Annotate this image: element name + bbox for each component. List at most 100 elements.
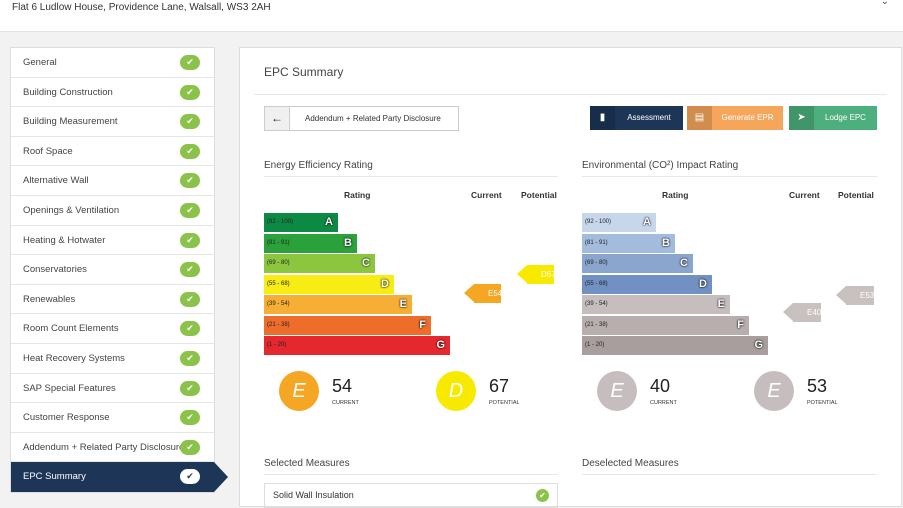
- lodge-epc-button[interactable]: ➤ Lodge EPC: [789, 106, 877, 130]
- top-bar: Flat 6 Ludlow House, Providence Lane, Wa…: [0, 0, 903, 32]
- sidebar-item-general[interactable]: General ✔: [11, 48, 214, 78]
- check-icon: ✔: [180, 114, 200, 130]
- check-icon: ✔: [180, 439, 200, 455]
- divider: [264, 176, 558, 177]
- environmental-band-a: (92 - 100) A: [582, 213, 656, 232]
- energy-potential-value: 67: [489, 376, 510, 396]
- sidebar-item-building-measurement[interactable]: Building Measurement ✔: [11, 107, 214, 137]
- energy-current-label: CURRENT: [332, 400, 359, 406]
- band-range: (69 - 80): [585, 260, 608, 266]
- page-title: EPC Summary: [264, 65, 344, 79]
- sidebar-item-label: SAP Special Features: [23, 382, 116, 394]
- sidebar-item-label: Heat Recovery Systems: [23, 352, 125, 364]
- sidebar-item-label: Building Measurement: [23, 116, 118, 128]
- band-range: (92 - 100): [267, 219, 294, 225]
- back-button[interactable]: ← Addendum + Related Party Disclosure: [264, 106, 459, 131]
- band-letter: D: [699, 277, 707, 290]
- sidebar-item-label: Roof Space: [23, 145, 73, 157]
- sidebar-item-label: Heating & Hotwater: [23, 234, 106, 246]
- environmental-current-marker: E40: [783, 303, 821, 322]
- sidebar-item-alternative-wall[interactable]: Alternative Wall ✔: [11, 166, 214, 196]
- assessment-button-label: Assessment: [627, 113, 671, 122]
- sidebar-item-customer-response[interactable]: Customer Response ✔: [11, 403, 214, 433]
- band-range: (92 - 100): [585, 219, 612, 225]
- check-icon: ✔: [180, 173, 200, 189]
- energy-band-a: (92 - 100) A: [264, 213, 338, 232]
- sidebar-item-sap-special-features[interactable]: SAP Special Features ✔: [11, 374, 214, 404]
- environmental-band-c: (69 - 80) C: [582, 254, 693, 273]
- environmental-potential-marker: E53: [836, 286, 874, 305]
- energy-band-c: (69 - 80) C: [264, 254, 375, 273]
- band-letter: C: [680, 257, 688, 269]
- assessment-button[interactable]: ▮ Assessment: [590, 106, 683, 130]
- sidebar-item-room-count-elements[interactable]: Room Count Elements ✔: [11, 314, 214, 344]
- band-letter: F: [419, 318, 426, 331]
- environmental-current-label: CURRENT: [650, 400, 677, 406]
- sidebar-item-label: Renewables: [23, 293, 76, 305]
- sidebar-item-heating-hotwater[interactable]: Heating & Hotwater ✔: [11, 226, 214, 256]
- main-panel: EPC Summary ← Addendum + Related Party D…: [239, 47, 902, 508]
- environmental-rating-title: Environmental (CO²) Impact Rating: [582, 160, 739, 171]
- send-icon: ➤: [789, 106, 814, 130]
- check-icon: ✔: [180, 143, 200, 159]
- check-icon: ✔: [180, 291, 200, 307]
- selected-measures-title: Selected Measures: [264, 458, 350, 469]
- band-range: (81 - 91): [267, 239, 290, 246]
- sidebar-item-epc-summary[interactable]: EPC Summary ✔: [11, 462, 228, 492]
- sidebar-item-label: General: [23, 57, 57, 68]
- back-button-label: Addendum + Related Party Disclosure: [305, 114, 441, 123]
- sidebar-item-label: Customer Response: [23, 412, 110, 424]
- energy-current-marker: E54: [464, 284, 502, 303]
- band-range: (21 - 38): [267, 321, 290, 328]
- environmental-potential-label: POTENTIAL: [807, 400, 838, 406]
- environmental-band-g: (1 - 20) G: [582, 336, 768, 355]
- band-letter: G: [754, 339, 763, 351]
- measure-item-label: Solid Wall Insulation: [273, 490, 354, 500]
- band-letter: C: [362, 257, 370, 269]
- energy-potential-label: POTENTIAL: [489, 400, 520, 406]
- check-icon: ✔: [180, 321, 200, 337]
- energy-band-d: (55 - 68) D: [264, 274, 394, 294]
- sidebar-item-label: Addendum + Related Party Disclosure: [23, 441, 185, 453]
- energy-current-value: 54: [332, 376, 353, 396]
- energy-col-rating: Rating: [344, 190, 371, 200]
- environmental-col-potential: Potential: [838, 190, 874, 200]
- sidebar-item-building-construction[interactable]: Building Construction ✔: [11, 78, 214, 108]
- sidebar-item-roof-space[interactable]: Roof Space ✔: [11, 137, 214, 167]
- band-letter: E: [399, 298, 407, 310]
- check-icon: ✔: [180, 232, 200, 248]
- band-range: (1 - 20): [585, 342, 605, 348]
- generate-epr-button-label: Generate EPR: [721, 113, 774, 122]
- environmental-current-badge: E: [597, 371, 637, 411]
- band-letter: B: [662, 236, 670, 249]
- divider: [582, 474, 877, 475]
- sidebar-item-conservatories[interactable]: Conservatories ✔: [11, 255, 214, 285]
- band-letter: F: [737, 318, 744, 331]
- band-range: (55 - 68): [267, 280, 290, 287]
- sidebar-item-renewables[interactable]: Renewables ✔: [11, 285, 214, 315]
- energy-band-b: (81 - 91) B: [264, 233, 357, 253]
- band-letter: A: [325, 216, 333, 228]
- generate-epr-button[interactable]: ▤ Generate EPR: [687, 106, 783, 130]
- energy-col-current: Current: [471, 190, 502, 200]
- band-range: (21 - 38): [585, 321, 608, 328]
- environmental-col-rating: Rating: [662, 190, 689, 200]
- environmental-col-current: Current: [789, 190, 820, 200]
- sidebar-item-openings-ventilation[interactable]: Openings & Ventilation ✔: [11, 196, 214, 226]
- energy-potential-marker: D67: [517, 265, 556, 284]
- sidebar-item-label: Openings & Ventilation: [23, 204, 120, 216]
- band-letter: D: [381, 277, 389, 290]
- sidebar-item-addendum[interactable]: Addendum + Related Party Disclosure ✔: [11, 433, 214, 463]
- check-icon: ✔: [180, 350, 200, 366]
- band-letter: G: [436, 339, 445, 351]
- sidebar-item-heat-recovery-systems[interactable]: Heat Recovery Systems ✔: [11, 344, 214, 374]
- measure-item[interactable]: Solid Wall Insulation ✔: [264, 483, 558, 508]
- band-range: (55 - 68): [585, 280, 608, 287]
- sidebar-item-label: Building Construction: [23, 86, 113, 98]
- environmental-band-e: (39 - 54) E: [582, 295, 730, 314]
- chevron-down-icon[interactable]: ⌄: [880, 0, 889, 7]
- check-icon: ✔: [180, 380, 200, 396]
- sidebar-item-label: EPC Summary: [23, 471, 86, 483]
- energy-rating-title: Energy Efficiency Rating: [264, 160, 373, 171]
- check-icon: ✔: [180, 84, 200, 100]
